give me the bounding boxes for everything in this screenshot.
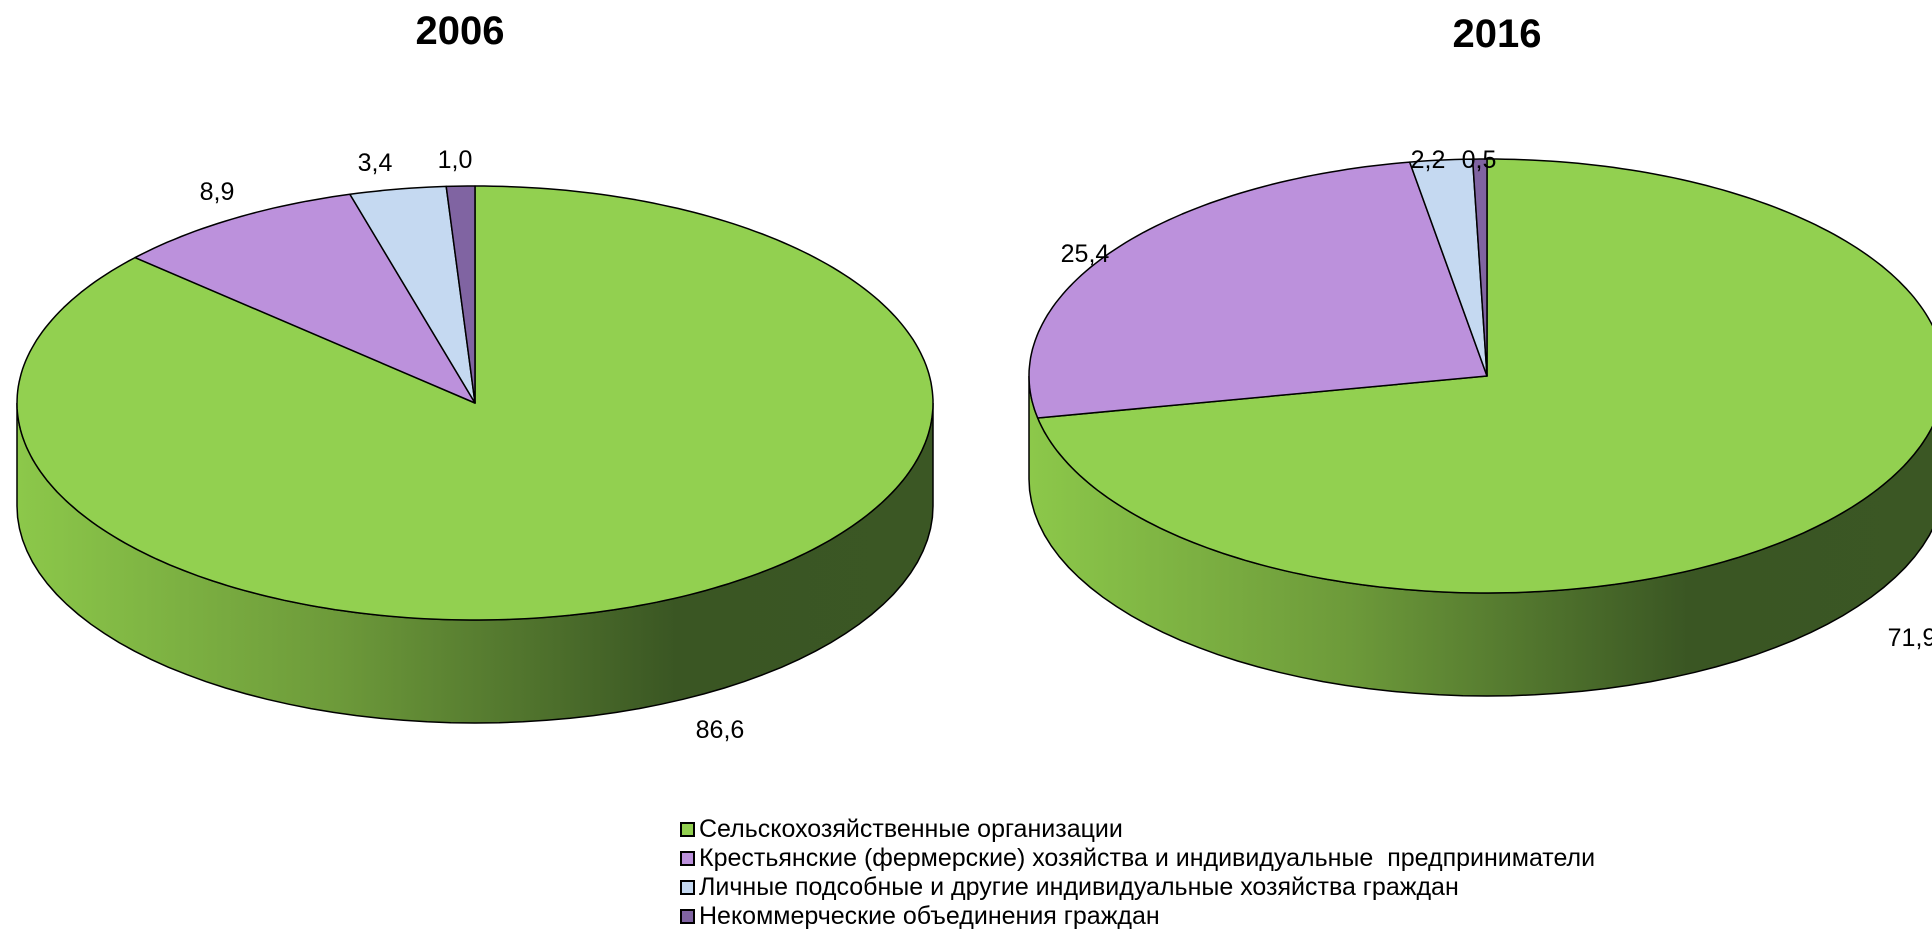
slice-households xyxy=(349,185,476,404)
legend-swatch-lilac xyxy=(680,851,695,866)
data-label: 71,9 xyxy=(1888,624,1932,652)
slice-agri-orgs xyxy=(1036,158,1932,594)
slice-nonprofit xyxy=(445,185,476,404)
pie-2006: 86,6 8,9 3,4 1,0 xyxy=(16,146,934,744)
legend-swatch-purple xyxy=(680,909,695,924)
pie-title-2016: 2016 xyxy=(1453,12,1542,56)
legend-item-households: Личные подсобные и другие индивидуальные… xyxy=(680,873,1595,902)
legend-label: Сельскохозяйственные организации xyxy=(699,815,1123,843)
slice-households xyxy=(1408,158,1488,377)
legend-label: Крестьянские (фермерские) хозяйства и ин… xyxy=(699,844,1596,872)
legend-swatch-green xyxy=(680,822,695,837)
data-label: 0,5 xyxy=(1462,146,1497,174)
data-label: 8,9 xyxy=(200,178,235,206)
slice-farms xyxy=(1028,161,1488,419)
legend-swatch-lightblue xyxy=(680,880,695,895)
pie-2016: 71,9 25,4 2,2 0,5 xyxy=(1028,146,1932,697)
slice-farms xyxy=(134,193,476,404)
slice-nonprofit xyxy=(1471,158,1488,377)
data-label: 3,4 xyxy=(358,149,393,177)
legend-label: Личные подсобные и другие индивидуальные… xyxy=(699,873,1459,901)
legend-label: Некоммерческие объединения граждан xyxy=(699,902,1160,930)
data-label: 2,2 xyxy=(1411,146,1446,174)
legend-item-farms: Крестьянские (фермерские) хозяйства и ин… xyxy=(680,844,1595,873)
legend-item-nonprofit: Некоммерческие объединения граждан xyxy=(680,902,1595,931)
data-label: 86,6 xyxy=(696,716,745,744)
data-label: 25,4 xyxy=(1061,240,1110,268)
pie-title-2006: 2006 xyxy=(416,9,505,53)
legend-item-agri-orgs: Сельскохозяйственные организации xyxy=(680,815,1595,844)
data-label: 1,0 xyxy=(438,146,473,174)
legend: Сельскохозяйственные организации Крестья… xyxy=(680,815,1595,931)
